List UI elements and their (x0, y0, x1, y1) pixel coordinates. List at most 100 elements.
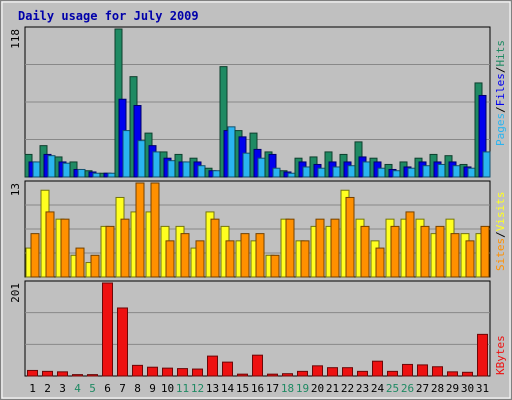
x-tick-label-day-6: 6 (104, 382, 111, 395)
bar-pages-day-16 (257, 157, 266, 178)
x-tick-label-day-13: 13 (206, 382, 219, 395)
bar-sites-day-28 (435, 225, 445, 278)
x-tick-label-day-19: 19 (296, 382, 309, 395)
bar-pages-day-10 (167, 160, 176, 178)
bar-sites-day-4 (75, 247, 85, 278)
bar-sites-day-10 (165, 240, 175, 278)
bar-pages-day-28 (437, 163, 446, 178)
bar-kbytes-day-2 (42, 370, 53, 377)
bar-sites-day-26 (405, 211, 415, 278)
bar-kbytes-day-6 (102, 282, 113, 377)
bar-sites-day-5 (90, 254, 100, 278)
x-tick-label-day-1: 1 (29, 382, 36, 395)
x-tick-label-day-7: 7 (119, 382, 126, 395)
legend-sites: Sites (494, 238, 507, 271)
bar-pages-day-29 (452, 165, 461, 178)
bar-pages-day-3 (62, 162, 71, 178)
legend-hits: Hits (494, 40, 507, 67)
panel-kbytes: 201 KBytes (9, 280, 507, 377)
legend-separator: / (494, 231, 507, 238)
bar-pages-day-23 (362, 161, 371, 178)
panel-legend: Sites/Visits (494, 192, 507, 272)
x-tick-label-day-20: 20 (311, 382, 324, 395)
bar-pages-day-13 (212, 170, 221, 178)
bar-sites-day-27 (420, 225, 430, 278)
bar-kbytes-day-10 (162, 367, 173, 377)
bar-pages-day-5 (92, 172, 101, 178)
legend-files: Files (494, 73, 507, 106)
bar-kbytes-day-30 (462, 371, 473, 377)
bar-kbytes-day-14 (222, 361, 233, 377)
chart-title: Daily usage for July 2009 (18, 9, 199, 23)
bar-pages-day-19 (302, 166, 311, 178)
bar-kbytes-day-22 (342, 367, 353, 377)
bar-sites-day-25 (390, 225, 400, 278)
bar-pages-day-26 (407, 167, 416, 178)
bar-kbytes-day-8 (132, 364, 143, 377)
x-tick-label-day-16: 16 (251, 382, 264, 395)
x-tick-label-day-4: 4 (74, 382, 81, 395)
y-max-label: 201 (9, 283, 22, 303)
bar-sites-day-18 (285, 218, 295, 278)
bar-sites-day-22 (345, 196, 355, 278)
x-tick-label-day-31: 31 (476, 382, 489, 395)
bar-kbytes-day-13 (207, 355, 218, 377)
bar-sites-day-6 (105, 225, 115, 278)
bar-pages-day-18 (287, 172, 296, 178)
bar-sites-day-8 (135, 182, 145, 278)
bar-sites-day-23 (360, 225, 370, 278)
x-tick-label-day-18: 18 (281, 382, 294, 395)
x-tick-label-day-27: 27 (416, 382, 429, 395)
x-tick-label-day-12: 12 (191, 382, 204, 395)
legend-visits: Visits (494, 192, 507, 232)
panel-visits-sites: 13 Sites/Visits (9, 180, 507, 278)
bar-kbytes-day-21 (327, 367, 338, 377)
bar-kbytes-day-3 (57, 371, 68, 377)
x-tick-label-day-25: 25 (386, 382, 399, 395)
bar-kbytes-day-27 (417, 364, 428, 377)
x-tick-label-day-30: 30 (461, 382, 474, 395)
legend-separator: / (494, 106, 507, 113)
bar-pages-day-6 (107, 172, 116, 178)
bar-kbytes-day-24 (372, 360, 383, 377)
bar-sites-day-29 (450, 233, 460, 278)
legend-pages: Pages (494, 113, 507, 146)
bar-sites-day-13 (210, 218, 220, 278)
panel-legend: KBytes (494, 335, 507, 375)
bar-pages-day-8 (137, 140, 146, 178)
bar-kbytes-day-11 (177, 368, 188, 377)
bar-kbytes-day-19 (297, 370, 308, 377)
x-tick-label-day-14: 14 (221, 382, 235, 395)
x-tick-label-day-26: 26 (401, 382, 414, 395)
y-max-label: 13 (9, 183, 22, 196)
bar-kbytes-day-5 (87, 374, 98, 377)
x-tick-label-day-10: 10 (161, 382, 174, 395)
bar-sites-day-14 (225, 240, 235, 278)
bar-pages-day-9 (152, 151, 161, 178)
bar-kbytes-day-12 (192, 368, 203, 377)
bar-pages-day-11 (182, 161, 191, 178)
bar-pages-day-4 (77, 168, 86, 178)
x-tick-label-day-3: 3 (59, 382, 66, 395)
bar-sites-day-19 (300, 240, 310, 278)
bar-sites-day-7 (120, 218, 130, 278)
x-tick-label-day-11: 11 (176, 382, 189, 395)
bar-sites-day-3 (60, 218, 70, 278)
bar-pages-day-17 (272, 167, 281, 178)
bar-pages-day-2 (47, 155, 56, 178)
bar-sites-day-20 (315, 218, 325, 278)
bar-sites-day-9 (150, 182, 160, 278)
bar-pages-day-30 (467, 167, 476, 178)
bar-kbytes-day-17 (267, 373, 278, 377)
x-tick-label-day-24: 24 (371, 382, 385, 395)
bar-pages-day-12 (197, 165, 206, 178)
bar-kbytes-day-26 (402, 363, 413, 377)
bar-kbytes-day-15 (237, 373, 248, 377)
bar-sites-day-12 (195, 240, 205, 278)
bar-pages-day-22 (347, 165, 356, 178)
bar-sites-day-2 (45, 211, 55, 278)
bar-sites-day-11 (180, 233, 190, 278)
bar-pages-day-21 (332, 166, 341, 178)
